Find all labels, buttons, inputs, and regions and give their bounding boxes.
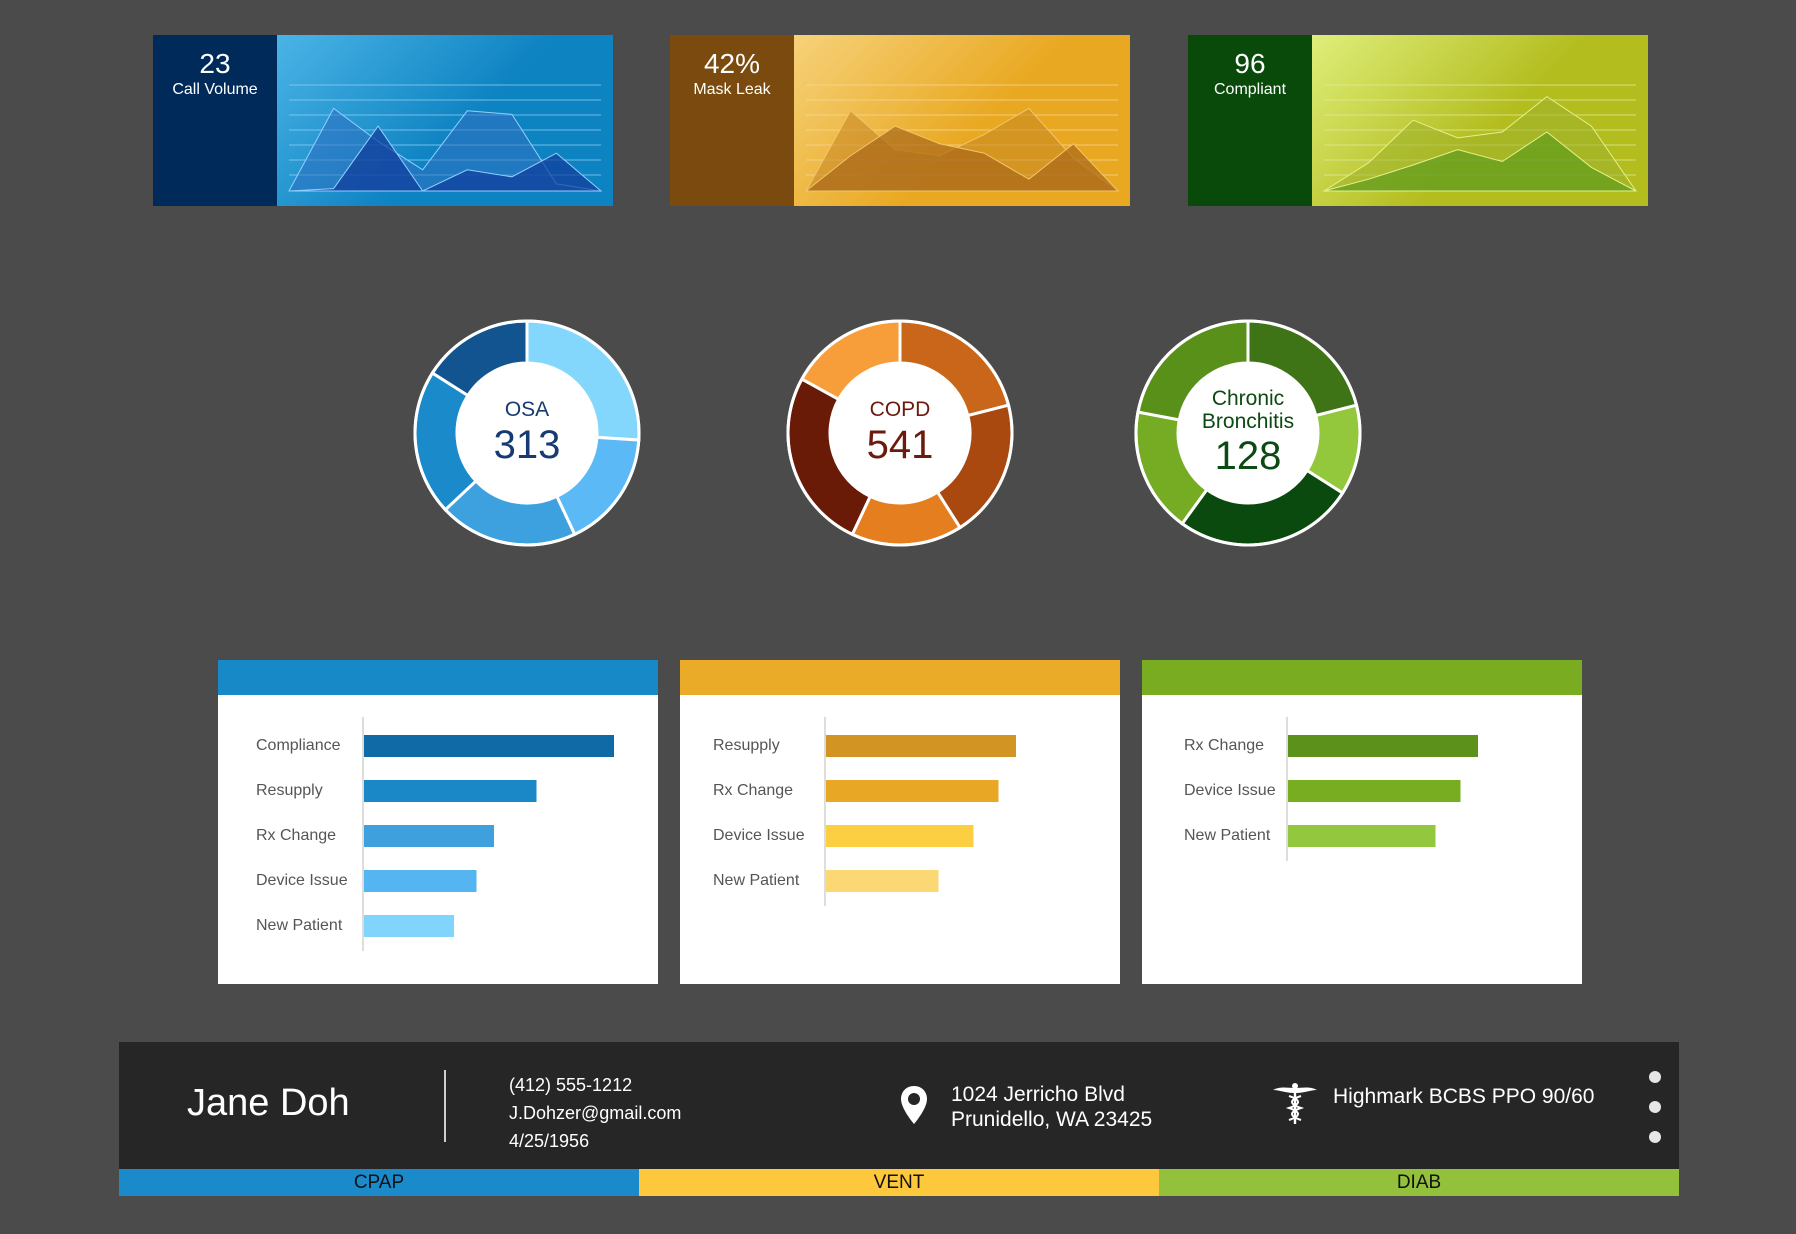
kpi-label: Call Volume	[172, 80, 258, 98]
panel-header	[1142, 660, 1582, 695]
map-pin-icon	[901, 1086, 927, 1124]
kpi-card-call-volume[interactable]: 23 Call Volume	[153, 35, 613, 206]
kpi-side: 23 Call Volume	[153, 35, 277, 206]
menu-dot[interactable]	[1649, 1101, 1661, 1113]
bar	[364, 870, 477, 892]
bar-label: Rx Change	[1184, 737, 1265, 754]
bar-label: Rx Change	[713, 782, 794, 799]
menu-dot[interactable]	[1649, 1071, 1661, 1083]
kpi-side: 96 Compliant	[1188, 35, 1312, 206]
bar	[1288, 735, 1478, 757]
kpi-card-compliant[interactable]: 96 Compliant	[1188, 35, 1648, 206]
bar-label: Resupply	[256, 782, 323, 799]
bar-panel-vent: Resupply Rx Change Device Issue New Patient	[680, 660, 1120, 984]
donut-center: OSA 313	[412, 318, 642, 548]
address-line-2: Prunidello, WA 23425	[951, 1108, 1153, 1131]
bar-label: Resupply	[713, 737, 780, 754]
bar	[826, 735, 1016, 757]
bar	[1288, 780, 1461, 802]
bar-label: Device Issue	[1184, 782, 1276, 799]
donut-center: COPD 541	[785, 318, 1015, 548]
bar	[826, 870, 939, 892]
bar-label: Device Issue	[256, 872, 348, 889]
bar	[364, 825, 494, 847]
tab-vent[interactable]: VENT	[639, 1169, 1159, 1196]
donut-label: Chronic Bronchitis	[1201, 386, 1295, 433]
kpi-label: Mask Leak	[693, 80, 771, 98]
kpi-sparkline	[1312, 35, 1648, 206]
bar	[364, 915, 454, 937]
donut-outline	[1134, 319, 1362, 547]
program-tabs: CPAP VENT DIAB	[119, 1169, 1679, 1196]
donut-label: COPD	[869, 398, 931, 422]
bar-label: New Patient	[713, 872, 800, 889]
donut-hole	[830, 363, 970, 503]
tab-cpap[interactable]: CPAP	[119, 1169, 639, 1196]
insurance-plan: Highmark BCBS PPO 90/60	[1333, 1085, 1595, 1108]
kpi-value: 23	[199, 48, 231, 79]
bar-label: Compliance	[256, 737, 341, 754]
bar-label: New Patient	[256, 917, 343, 934]
donut-center: Chronic Bronchitis 128	[1133, 318, 1363, 548]
patient-email[interactable]: J.Dohzer@gmail.com	[509, 1103, 682, 1123]
donut-chronic-bronchitis[interactable]: Chronic Bronchitis 128	[1133, 318, 1363, 548]
kpi-label: Compliant	[1213, 80, 1287, 98]
sparkline-series-2	[288, 125, 603, 192]
donut-hole	[457, 363, 597, 503]
tab-diab[interactable]: DIAB	[1159, 1169, 1679, 1196]
panel-header	[218, 660, 658, 695]
address-line-1: 1024 Jerricho Blvd	[951, 1083, 1125, 1106]
bar	[364, 735, 614, 757]
donut-hole	[1178, 363, 1318, 503]
caduceus-icon	[1273, 1083, 1317, 1124]
bar-panel-diab: Rx Change Device Issue New Patient	[1142, 660, 1582, 984]
donut-value: 313	[493, 422, 561, 467]
patient-dob: 4/25/1956	[509, 1131, 590, 1151]
patient-phone[interactable]: (412) 555-1212	[509, 1075, 633, 1095]
bar	[826, 780, 999, 802]
donut-label: OSA	[504, 398, 550, 422]
kpi-side: 42% Mask Leak	[670, 35, 794, 206]
bar	[1288, 825, 1436, 847]
divider	[444, 1070, 446, 1142]
bar	[364, 780, 537, 802]
donut-value: 128	[1214, 434, 1282, 479]
kpi-card-mask-leak[interactable]: 42% Mask Leak	[670, 35, 1130, 206]
patient-name: Jane Doh	[187, 1082, 350, 1124]
donut-value: 541	[866, 422, 934, 467]
kpi-value: 42%	[703, 48, 761, 79]
donut-osa[interactable]: OSA 313	[412, 318, 642, 548]
menu-dot[interactable]	[1649, 1131, 1661, 1143]
patient-card: Jane Doh (412) 555-1212 J.Dohzer@gmail.c…	[119, 1042, 1679, 1169]
sparkline-series-2	[804, 125, 1120, 192]
bar-label: New Patient	[1184, 827, 1271, 844]
bar-panel-cpap: Compliance Resupply Rx Change Device Issue N…	[218, 660, 658, 984]
donut-outline	[786, 319, 1014, 547]
bar-label: Device Issue	[713, 827, 805, 844]
patient-address: 1024 Jerricho Blvd Prunidello, WA 23425	[951, 1082, 1152, 1132]
bar	[826, 825, 974, 847]
bar-label: Rx Change	[256, 827, 337, 844]
donut-outline	[413, 319, 641, 547]
patient-contact: (412) 555-1212 J.Dohzer@gmail.com 4/25/1…	[509, 1071, 681, 1155]
panel-header	[680, 660, 1120, 695]
kpi-value: 96	[1234, 48, 1266, 79]
kpi-sparkline	[277, 35, 613, 206]
sparkline-series-2	[1323, 131, 1637, 192]
kpi-sparkline	[794, 35, 1130, 206]
donut-copd[interactable]: COPD 541	[785, 318, 1015, 548]
